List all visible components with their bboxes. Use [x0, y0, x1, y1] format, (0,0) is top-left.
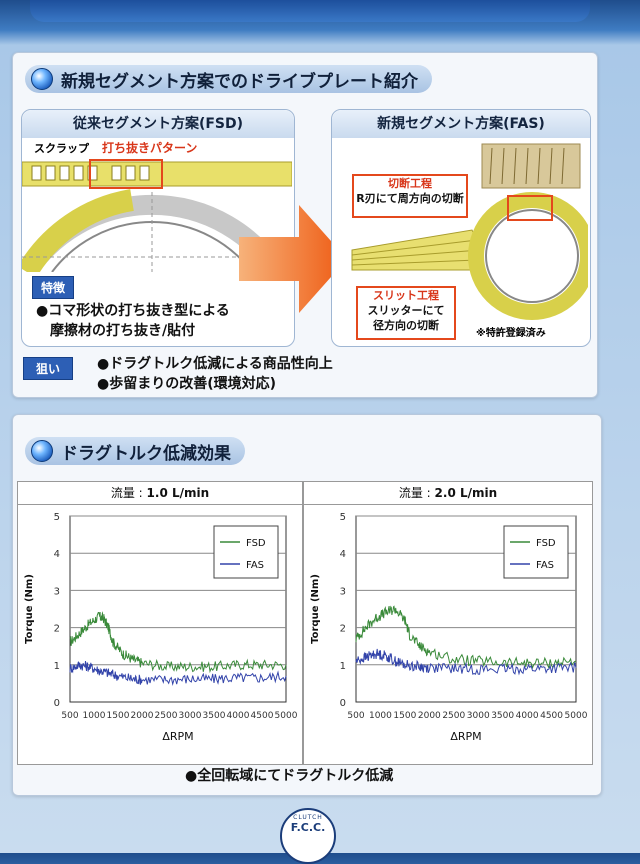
slit-desc-1: スリッターにて — [367, 304, 445, 317]
x-tick-label: 3500 — [203, 711, 226, 721]
top-banner — [30, 0, 590, 22]
feature-tag: 特徴 — [32, 276, 75, 299]
y-tick-label: 0 — [54, 698, 60, 709]
x-tick-label: 2000 — [418, 711, 441, 721]
orange-arrow-icon — [239, 205, 347, 313]
y-tick-label: 1 — [340, 661, 346, 672]
fsd-illustration — [22, 159, 292, 272]
fas-subpanel: 新規セグメント方案(FAS) 切断工程 R刃にて周方向の切断 スリット工程 スリ… — [331, 109, 591, 347]
feature-line-2: 摩擦材の打ち抜き/貼付 — [50, 323, 196, 339]
y-tick-label: 0 — [340, 698, 346, 709]
x-tick-label: 4500 — [540, 711, 563, 721]
x-tick-label: 5000 — [565, 711, 588, 721]
x-tick-label: 500 — [347, 711, 364, 721]
x-tick-label: 3500 — [491, 711, 514, 721]
aim-line-1: ●ドラグトルク低減による商品性向上 — [97, 356, 333, 372]
y-axis-label: Torque (Nm) — [310, 574, 321, 644]
x-tick-label: 1500 — [107, 711, 130, 721]
footer-bullet: ●全回転域にてドラグトルク低減 — [185, 768, 394, 784]
legend-label-fsd: FSD — [536, 538, 556, 549]
chart-2-plot: 0 1 2 3 4 5 500 1000 1500 2000 2500 3000 3500 4000 450… — [310, 512, 588, 743]
cut-title: 切断工程 — [388, 177, 432, 190]
drive-plate-panel: 新規セグメント方案でのドライブプレート紹介 従来セグメント方案(FSD) スクラ… — [12, 52, 598, 398]
y-tick-label: 1 — [54, 661, 60, 672]
chart-1-header: 流量 : 1.0 L/min — [18, 482, 302, 505]
series-line-fsd — [69, 611, 287, 674]
chart-1-flow-value: 1.0 L/min — [146, 486, 210, 500]
x-tick-label: 2000 — [131, 711, 154, 721]
fas-illustration — [351, 143, 588, 320]
legend-label-fas: FAS — [246, 560, 264, 571]
legend-label-fas: FAS — [536, 560, 554, 571]
patent-note: ※特許登録済み — [476, 328, 546, 339]
slit-title: スリット工程 — [373, 289, 439, 302]
pattern-label: 打ち抜きパターン — [102, 141, 198, 155]
slit-desc-2: 径方向の切断 — [373, 319, 439, 332]
chart-2-flow-prefix: 流量 : — [398, 486, 435, 500]
scrap-label: スクラップ — [34, 142, 89, 155]
chart-2-header: 流量 : 2.0 L/min — [304, 482, 592, 505]
x-tick-label: 1000 — [369, 711, 392, 721]
y-tick-label: 3 — [340, 586, 346, 597]
bullet-orb-icon — [31, 440, 53, 462]
x-tick-label: 2500 — [442, 711, 465, 721]
x-tick-label: 500 — [61, 711, 78, 721]
x-tick-label: 3000 — [467, 711, 490, 721]
y-tick-label: 4 — [340, 549, 346, 560]
series-line-fsd — [355, 605, 577, 670]
x-tick-label: 3000 — [179, 711, 202, 721]
y-axis-label: Torque (Nm) — [24, 574, 35, 644]
fsd-title: 従来セグメント方案(FSD) — [22, 110, 294, 138]
y-tick-label: 4 — [54, 549, 60, 560]
chart-1-box: 流量 : 1.0 L/min 0 1 2 3 4 5 500 1000 1500 2000 2500… — [17, 481, 303, 765]
x-tick-label: 1000 — [83, 711, 106, 721]
y-tick-label: 3 — [54, 586, 60, 597]
logo-arc-text: CLUTCH — [293, 814, 323, 821]
series-line-fas — [69, 661, 287, 686]
chart-2-flow-value: 2.0 L/min — [434, 486, 498, 500]
y-tick-label: 5 — [54, 512, 60, 523]
feature-line-1: ●コマ形状の打ち抜き型による — [36, 303, 230, 319]
y-tick-label: 2 — [54, 624, 60, 635]
fsd-subpanel: 従来セグメント方案(FSD) スクラップ 打ち抜きパターン 特徴 ●コマ形状の打… — [21, 109, 295, 347]
legend-box — [213, 525, 279, 579]
x-axis-label: ΔRPM — [162, 730, 193, 743]
drag-torque-panel: ドラグトルク低減効果 流量 : 1.0 L/min 0 1 2 3 4 5 500 1000 1… — [12, 414, 602, 796]
legend-label-fsd: FSD — [246, 538, 266, 549]
x-tick-label: 4000 — [516, 711, 539, 721]
x-tick-label: 4500 — [251, 711, 274, 721]
x-tick-label: 5000 — [275, 711, 298, 721]
aim-tag: 狙い — [23, 357, 74, 380]
y-tick-label: 2 — [340, 624, 346, 635]
x-tick-label: 2500 — [155, 711, 178, 721]
slit-process-label: スリット工程 スリッターにて 径方向の切断 — [356, 286, 456, 340]
cut-process-label: 切断工程 R刃にて周方向の切断 — [352, 174, 468, 218]
section2-title: ドラグトルク低減効果 — [25, 437, 245, 465]
x-axis-label: ΔRPM — [450, 730, 481, 743]
x-tick-label: 1500 — [393, 711, 416, 721]
chart-1-plot: 0 1 2 3 4 5 500 1000 1500 2000 2500 3000 3500 4000 450… — [24, 512, 298, 743]
chart-1-flow-prefix: 流量 : — [110, 486, 147, 500]
bullet-orb-icon — [31, 68, 53, 90]
logo-main-text: F.C.C. — [290, 821, 326, 834]
section1-title: 新規セグメント方案でのドライブプレート紹介 — [25, 65, 432, 93]
chart-2-box: 流量 : 2.0 L/min 0 1 2 3 4 5 500 1000 1500 2000 2500… — [303, 481, 593, 765]
fas-title: 新規セグメント方案(FAS) — [332, 110, 590, 138]
x-tick-label: 4000 — [227, 711, 250, 721]
aim-line-2: ●歩留まりの改善(環境対応) — [97, 376, 277, 392]
cut-desc: R刃にて周方向の切断 — [356, 192, 464, 205]
legend-box — [503, 525, 569, 579]
y-tick-label: 5 — [340, 512, 346, 523]
series-line-fas — [355, 648, 577, 676]
fcc-logo: CLUTCH F.C.C. — [280, 808, 336, 864]
